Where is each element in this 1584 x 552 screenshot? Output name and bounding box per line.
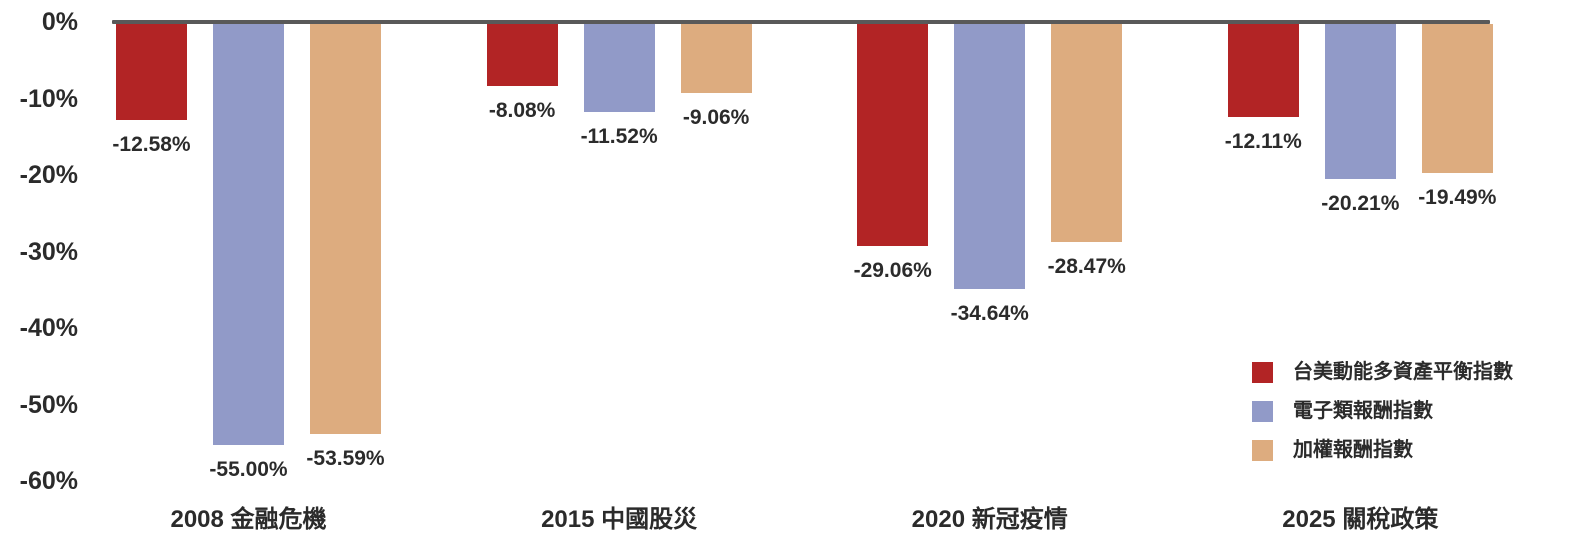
y-axis-tick-label: -60% [19,467,78,495]
bar-value-label: -8.08% [488,98,556,122]
bar-value-label: -28.47% [1047,254,1126,278]
category-label: 2020 新冠疫情 [911,506,1068,533]
legend-swatch [1252,400,1273,422]
bar [680,24,752,94]
bar-value-label: -11.52% [580,125,658,149]
bar [1421,24,1493,174]
bar-value-label: -19.49% [1418,186,1497,210]
bar-value-label: -34.64% [950,301,1029,325]
legend-item: 加權報酬指數 [1252,439,1513,461]
legend-item: 電子類報酬指數 [1252,400,1513,422]
bar [1051,24,1123,242]
category-label: 2025 關稅政策 [1282,506,1439,533]
legend-swatch [1252,361,1273,383]
legend-label: 台美動能多資產平衡指數 [1293,361,1513,383]
y-axis-tick-label: 0% [41,8,78,36]
bar [310,24,381,434]
y-axis-tick-label: -20% [19,161,78,189]
bar-value-label: -12.11% [1224,129,1302,153]
bar [583,24,655,113]
bar [954,24,1026,289]
category-label: 2008 金融危機 [170,506,327,533]
bar-value-label: -9.06% [682,106,750,130]
y-axis-tick-label: -50% [19,390,78,419]
bar [486,24,558,86]
bar [1324,24,1396,179]
legend-label: 電子類報酬指數 [1293,400,1433,422]
y-axis-tick-label: -10% [19,84,78,113]
bar [857,24,929,247]
y-axis-tick-label: -30% [19,237,78,266]
zero-axis-line [112,20,1490,24]
bar-value-label: -53.59% [306,446,385,470]
bar [1227,24,1299,117]
category-label: 2015 中國股災 [541,506,698,533]
bar-value-label: -20.21% [1321,191,1400,215]
legend: 台美動能多資產平衡指數 電子類報酬指數 加權報酬指數 [1252,361,1513,461]
bar-value-label: -29.06% [853,259,932,283]
bar [213,24,284,445]
legend-swatch [1252,439,1273,461]
bar-value-label: -55.00% [209,457,288,481]
legend-item: 台美動能多資產平衡指數 [1252,361,1513,383]
y-axis-tick-label: -40% [19,314,78,342]
legend-label: 加權報酬指數 [1293,439,1413,461]
bar [116,24,187,121]
bar-value-label: -12.58% [112,133,191,157]
